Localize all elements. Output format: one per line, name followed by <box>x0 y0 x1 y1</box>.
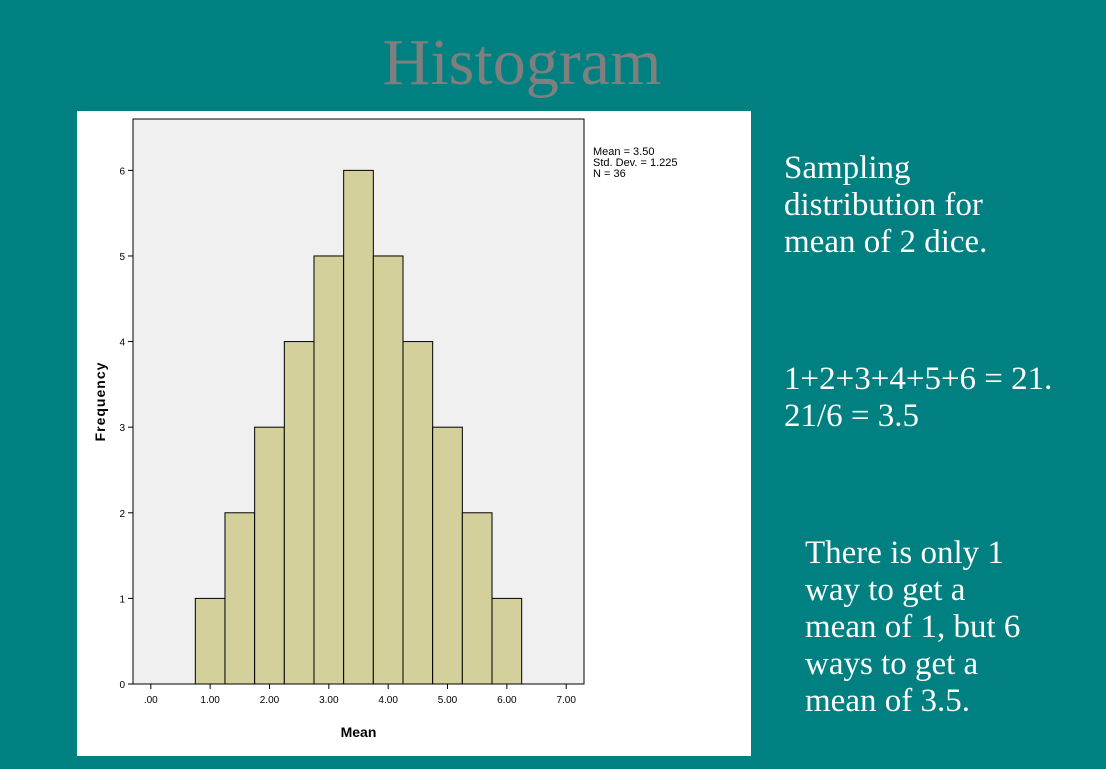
y-tick-label-2: 2 <box>119 509 125 520</box>
x-tick-label-4: 4.00 <box>378 695 398 706</box>
histogram-bar-9 <box>461 512 493 685</box>
y-axis-label: Frequency <box>92 362 108 442</box>
histogram-bar-2 <box>254 426 285 685</box>
stat-n: N = 36 <box>593 168 626 180</box>
x-tick-label-5: 5.00 <box>438 695 458 706</box>
stat-std-dev: Std. Dev. = 1.225 <box>593 157 678 169</box>
x-tick-label-3: 3.00 <box>319 695 339 706</box>
x-axis-label: Mean <box>341 724 377 740</box>
histogram-bar-0 <box>194 597 226 685</box>
histogram-bar-10 <box>491 597 523 685</box>
slide-title: Histogram <box>382 26 662 99</box>
x-tick-label-0: .00 <box>144 695 158 706</box>
y-tick-label-5: 5 <box>119 252 125 263</box>
y-tick-label-1: 1 <box>119 594 125 605</box>
y-tick-label-0: 0 <box>119 680 125 691</box>
note-ways-explanation: There is only 1 way to get a mean of 1, … <box>805 535 1021 719</box>
histogram-bar-7 <box>402 341 434 685</box>
histogram-chart: 0 1 2 3 4 5 6.00 1.00 2.00 3.00 4.00 5.00 6.00 7.00 Me… <box>77 111 751 756</box>
note-sampling-distribution: Sampling distribution for mean of 2 dice… <box>784 150 988 260</box>
x-tick-label-7: 7.00 <box>556 695 576 706</box>
stat-mean: Mean = 3.50 <box>593 146 655 158</box>
note-mean-calculation: 1+2+3+4+5+6 = 21. 21/6 = 3.5 <box>784 361 1053 434</box>
histogram-bar-3 <box>283 341 315 685</box>
y-tick-label-6: 6 <box>119 166 125 177</box>
x-tick-label-6: 6.00 <box>497 695 517 706</box>
histogram-bar-8 <box>432 426 463 685</box>
x-tick-label-1: 1.00 <box>200 695 220 706</box>
histogram-bar-6 <box>372 255 404 685</box>
x-tick-label-2: 2.00 <box>260 695 280 706</box>
y-tick-label-3: 3 <box>119 423 125 434</box>
histogram-bar-4 <box>313 255 345 685</box>
y-tick-label-4: 4 <box>119 338 125 349</box>
histogram-bar-1 <box>224 512 256 685</box>
stats-box: Mean = 3.50 Std. Dev. = 1.225 N = 36 <box>593 147 678 180</box>
histogram-bar-5 <box>343 169 374 685</box>
